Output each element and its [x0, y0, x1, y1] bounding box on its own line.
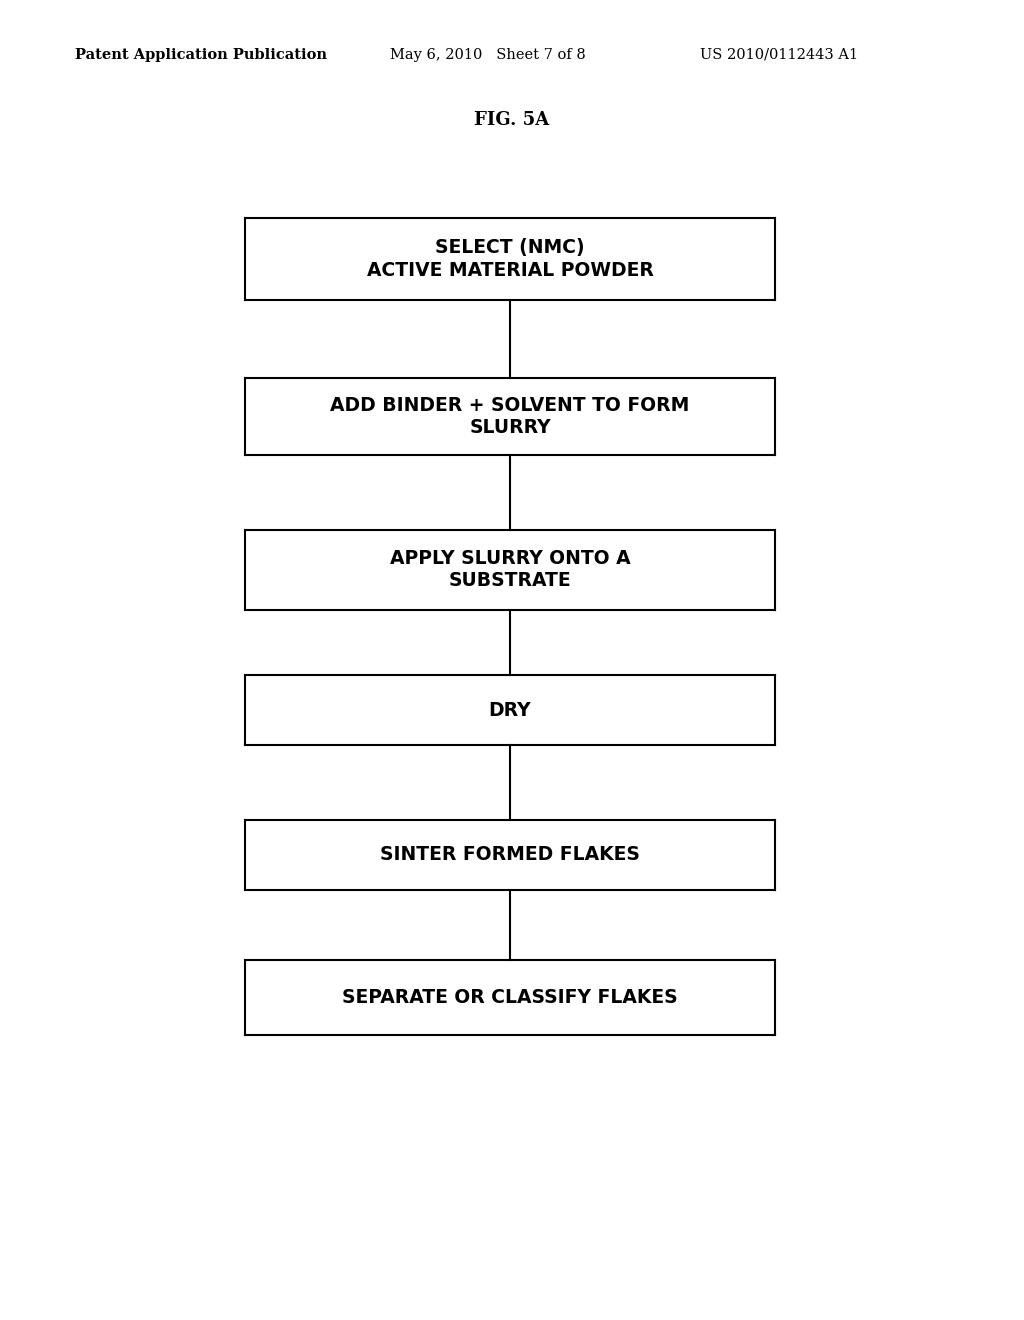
Text: FIG. 5A: FIG. 5A [474, 111, 550, 129]
Text: APPLY SLURRY ONTO A
SUBSTRATE: APPLY SLURRY ONTO A SUBSTRATE [390, 549, 631, 590]
Text: ADD BINDER + SOLVENT TO FORM
SLURRY: ADD BINDER + SOLVENT TO FORM SLURRY [331, 396, 690, 437]
Text: May 6, 2010   Sheet 7 of 8: May 6, 2010 Sheet 7 of 8 [390, 48, 586, 62]
Text: SELECT (NMC)
ACTIVE MATERIAL POWDER: SELECT (NMC) ACTIVE MATERIAL POWDER [367, 239, 653, 280]
Text: SEPARATE OR CLASSIFY FLAKES: SEPARATE OR CLASSIFY FLAKES [342, 987, 678, 1007]
Text: DRY: DRY [488, 701, 531, 719]
Text: Patent Application Publication: Patent Application Publication [75, 48, 327, 62]
Text: SINTER FORMED FLAKES: SINTER FORMED FLAKES [380, 846, 640, 865]
Text: US 2010/0112443 A1: US 2010/0112443 A1 [700, 48, 858, 62]
